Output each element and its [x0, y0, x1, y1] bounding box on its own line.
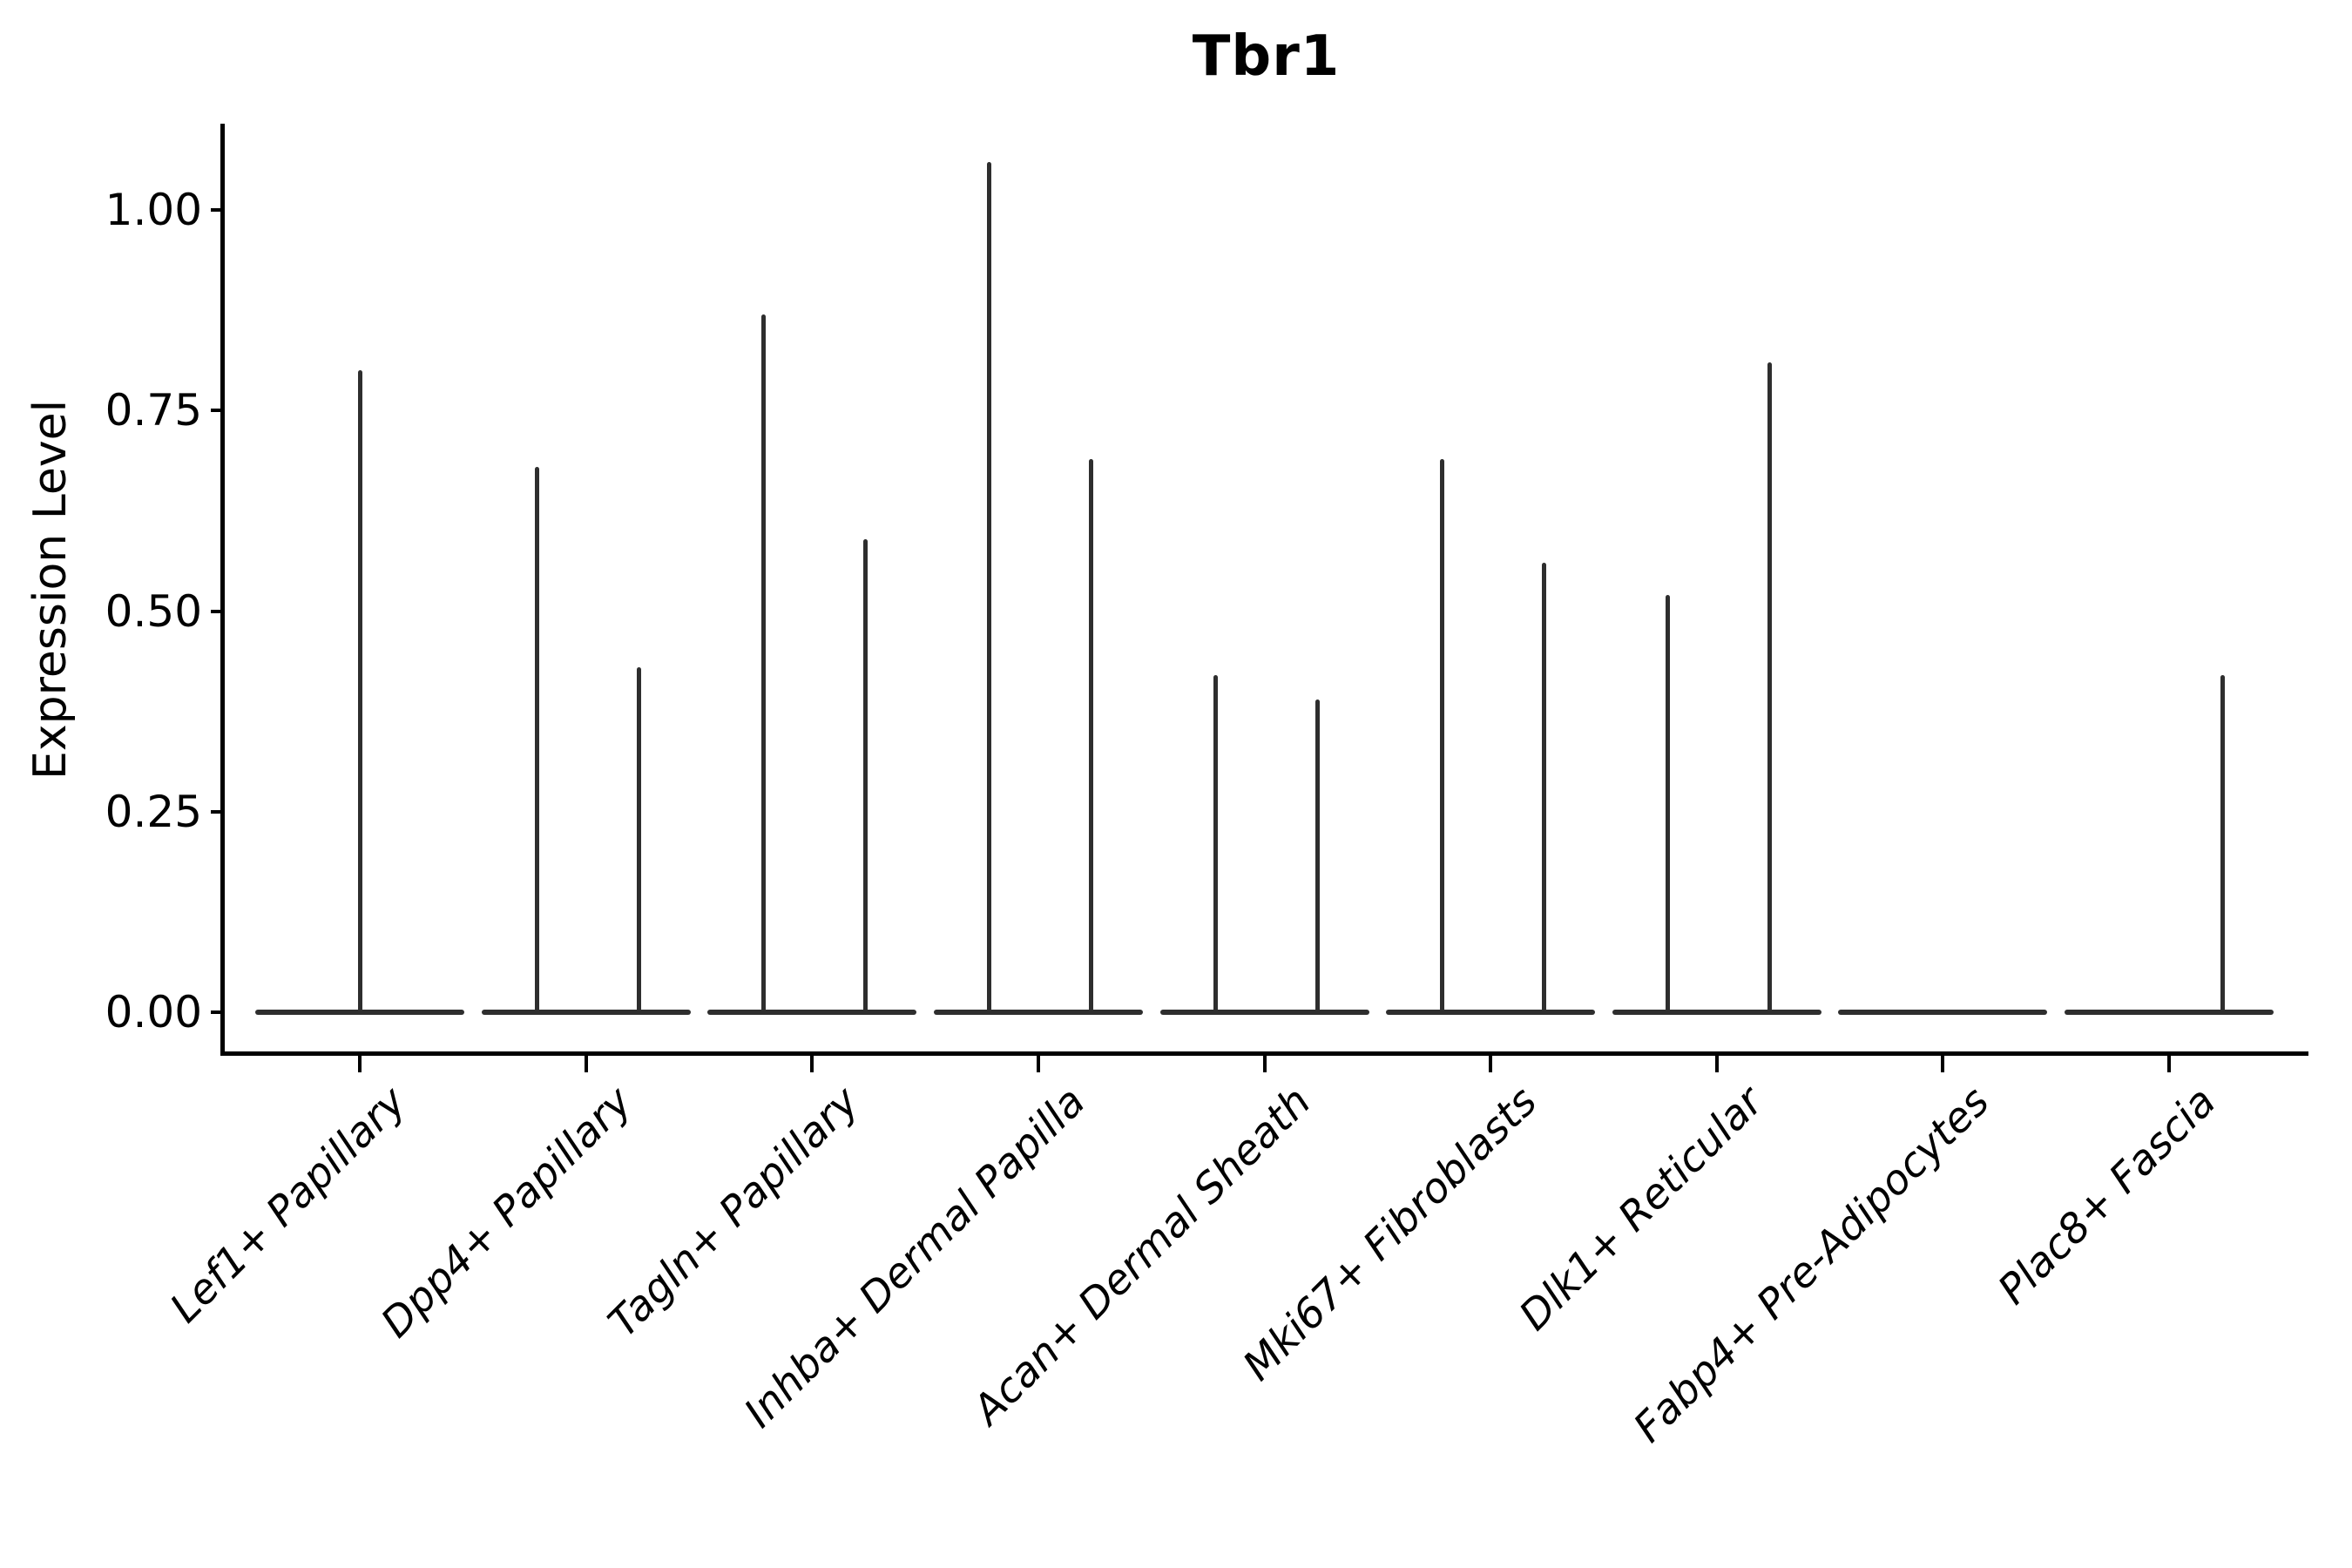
x-axis-spine	[220, 1051, 2308, 1056]
x-tick-mark	[1262, 1056, 1267, 1072]
x-tick-mark	[1941, 1056, 1945, 1072]
violin-spike	[1089, 459, 1094, 1012]
violin-spike	[1767, 362, 1773, 1012]
x-tick-label: Lef1+ Papillary	[161, 1078, 416, 1333]
y-tick-label: 0.00	[105, 987, 202, 1037]
y-tick-label: 0.25	[105, 786, 202, 837]
violin-base	[2065, 1010, 2274, 1015]
violin-spike	[1541, 563, 1546, 1012]
y-tick-label: 1.00	[105, 185, 202, 235]
x-tick-label: Tagln+ Papillary	[598, 1078, 868, 1347]
x-tick-mark	[358, 1056, 362, 1072]
chart-title: Tbr1	[1192, 24, 1341, 89]
x-tick-mark	[1036, 1056, 1040, 1072]
y-tick-mark	[211, 409, 224, 413]
y-tick-mark	[211, 809, 224, 814]
violin-base	[1838, 1010, 2048, 1015]
x-tick-mark	[810, 1056, 814, 1072]
x-tick-mark	[2167, 1056, 2171, 1072]
violin-spike	[637, 667, 642, 1012]
violin-base	[481, 1010, 691, 1015]
y-tick-label: 0.75	[105, 385, 202, 436]
violin-spike	[535, 467, 540, 1012]
y-tick-mark	[211, 609, 224, 613]
x-tick-mark	[584, 1056, 588, 1072]
violin-spike	[987, 162, 992, 1012]
violin-base	[1159, 1010, 1369, 1015]
violin-base	[1612, 1010, 1821, 1015]
violin-spike	[1213, 675, 1218, 1012]
violin-base	[1386, 1010, 1596, 1015]
violin-spike	[862, 539, 868, 1012]
x-tick-mark	[1489, 1056, 1493, 1072]
x-tick-label: Dlk1+ Reticular	[1510, 1078, 1773, 1341]
y-tick-mark	[211, 208, 224, 212]
violin-spike	[1315, 700, 1320, 1012]
violin-base	[933, 1010, 1143, 1015]
y-tick-mark	[211, 1010, 224, 1014]
violin-spike	[760, 314, 766, 1012]
y-tick-label: 0.50	[105, 585, 202, 637]
violin-base	[255, 1010, 464, 1015]
violin-spike	[357, 370, 362, 1012]
y-axis-spine	[220, 124, 225, 1056]
x-tick-label: Dpp4+ Papillary	[372, 1078, 642, 1348]
x-tick-label: Plac8+ Fascia	[1989, 1078, 2226, 1315]
violin-spike	[2220, 675, 2225, 1012]
violin-base	[707, 1010, 917, 1015]
x-tick-mark	[1714, 1056, 1719, 1072]
violin-spike	[1666, 595, 1671, 1012]
violin-spike	[1439, 459, 1444, 1012]
